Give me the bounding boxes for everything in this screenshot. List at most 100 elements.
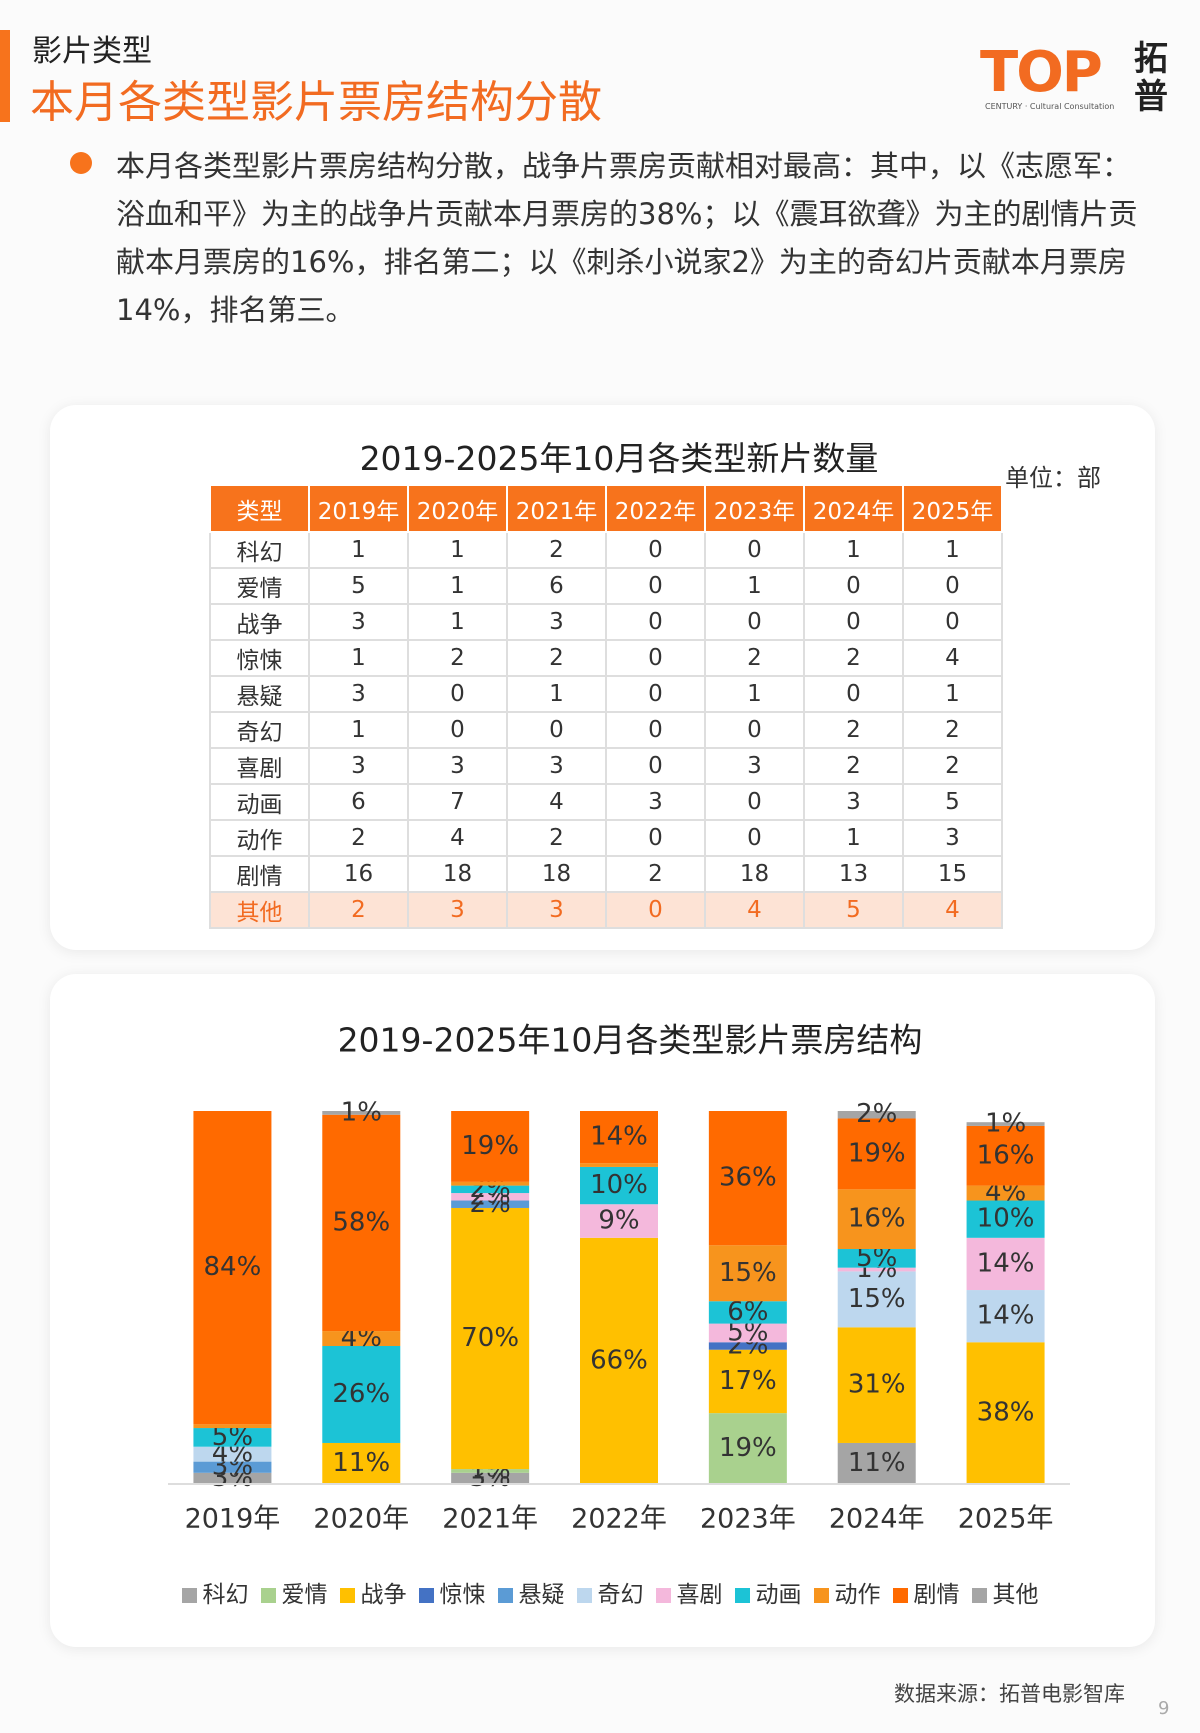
data-label: 15%	[848, 1284, 906, 1314]
bar-segment	[708, 1323, 787, 1343]
header-row: 类型 2019年 2020年 2021年 2022年 2023年 2024年 2025年	[209, 484, 1003, 533]
legend-label: 科幻	[202, 1582, 249, 1608]
table-row: 其他 2 3 3 0 4 5 4	[209, 891, 1003, 929]
table-cell: 3	[506, 891, 607, 929]
table-cell: 1	[803, 531, 904, 569]
table-cell: 0	[407, 675, 508, 713]
table: 类型 2019年 2020年 2021年 2022年 2023年 2024年 2025年 科幻 1…	[209, 484, 1003, 929]
table-cell: 18	[704, 855, 805, 893]
bullet-dot	[70, 152, 92, 174]
legend-label: 其他	[992, 1582, 1039, 1608]
data-label: 11%	[332, 1448, 390, 1478]
table-cell: 0	[803, 675, 904, 713]
data-label: 2%	[856, 1099, 897, 1129]
bar-segment	[837, 1267, 916, 1272]
table-cell: 4	[704, 891, 805, 929]
table-cell: 0	[605, 567, 706, 605]
x-tick-label: 2023年	[700, 1504, 796, 1535]
bar-segment	[837, 1189, 916, 1250]
header-cell: 2021年	[506, 484, 607, 533]
table-cell: 18	[407, 855, 508, 893]
table-row: 动作 2 4 2 0 0 1 3	[209, 819, 1003, 857]
table-cell: 0	[407, 711, 508, 749]
bar-segment	[837, 1249, 916, 1268]
bar-segment	[708, 1245, 787, 1302]
bar-segment	[966, 1200, 1045, 1238]
bar-segment	[322, 1442, 401, 1484]
legend: 科幻 爱情 战争 惊悚 悬疑 奇幻 喜剧 动画 动作 剧情 其他	[140, 1575, 1080, 1609]
data-label: 6%	[727, 1297, 768, 1327]
legend-item: 悬疑	[497, 1575, 565, 1609]
table-cell: 1	[407, 531, 508, 569]
bar-segment	[580, 1237, 658, 1484]
table-cell: 5	[308, 567, 409, 605]
table-cell: 1	[506, 675, 607, 713]
table-cell: 3	[605, 783, 706, 821]
table-cell: 喜剧	[209, 747, 310, 785]
data-label: 70%	[461, 1323, 519, 1353]
bar-segment	[322, 1331, 401, 1346]
table-cell: 3	[407, 747, 508, 785]
bar-segment	[580, 1204, 658, 1238]
legend-swatch	[734, 1588, 750, 1603]
bar-segment	[322, 1111, 401, 1115]
table-unit: 单位：部	[1005, 464, 1101, 492]
table-cell: 6	[308, 783, 409, 821]
bar-segment	[451, 1472, 530, 1484]
header-cell: 2025年	[902, 484, 1003, 533]
table-cell: 2	[308, 891, 409, 929]
table-cell: 2	[506, 819, 607, 857]
table-cell: 3	[902, 819, 1003, 857]
legend-label: 剧情	[913, 1582, 960, 1608]
table-row: 喜剧 3 3 3 0 3 2 2	[209, 747, 1003, 785]
bar-segment	[837, 1118, 916, 1190]
bar-segment	[322, 1345, 401, 1443]
legend-swatch	[260, 1588, 276, 1603]
table-cell: 1	[308, 639, 409, 677]
data-label: 19%	[719, 1433, 777, 1463]
legend-label: 动作	[834, 1582, 881, 1608]
table-cell: 2	[803, 711, 904, 749]
table-cell: 1	[704, 567, 805, 605]
table-cell: 13	[803, 855, 904, 893]
data-label: 15%	[719, 1258, 777, 1288]
table-cell: 0	[605, 891, 706, 929]
logo-name: 拓普	[1134, 40, 1168, 116]
table-cell: 2	[605, 855, 706, 893]
header-cell: 类型	[209, 484, 310, 533]
table-cell: 1	[704, 675, 805, 713]
table-cell: 18	[506, 855, 607, 893]
bar-segment	[193, 1446, 272, 1462]
data-label: 1%	[985, 1109, 1026, 1139]
x-tick-label: 2021年	[442, 1504, 538, 1535]
bar-segment	[451, 1200, 530, 1208]
bar-segment	[966, 1185, 1045, 1201]
bar-segment	[193, 1472, 272, 1484]
legend-item: 动作	[813, 1575, 881, 1609]
legend-swatch	[892, 1588, 908, 1603]
x-tick-label: 2019年	[185, 1504, 281, 1535]
table-cell: 爱情	[209, 567, 310, 605]
table-cell: 5	[803, 891, 904, 929]
table-cell: 2	[506, 531, 607, 569]
table-cell: 2	[704, 639, 805, 677]
bar-segment	[193, 1111, 272, 1425]
legend-label: 悬疑	[518, 1582, 565, 1608]
data-label: 17%	[719, 1366, 777, 1396]
data-label: 19%	[848, 1138, 906, 1168]
logo-char: 普	[1134, 77, 1168, 117]
data-label: 84%	[204, 1252, 262, 1282]
table-cell: 0	[506, 711, 607, 749]
table-cell: 0	[605, 531, 706, 569]
legend-item: 战争	[339, 1575, 407, 1609]
table-cell: 1	[308, 711, 409, 749]
data-label: 66%	[590, 1345, 648, 1375]
table-cell: 3	[506, 747, 607, 785]
legend-swatch	[813, 1588, 829, 1603]
bar-segment	[966, 1290, 1045, 1343]
data-label: 19%	[461, 1131, 519, 1161]
chart-title: 2019-2025年10月各类型影片票房结构	[338, 1021, 923, 1060]
legend-label: 奇幻	[597, 1582, 644, 1608]
legend-swatch	[971, 1588, 987, 1603]
